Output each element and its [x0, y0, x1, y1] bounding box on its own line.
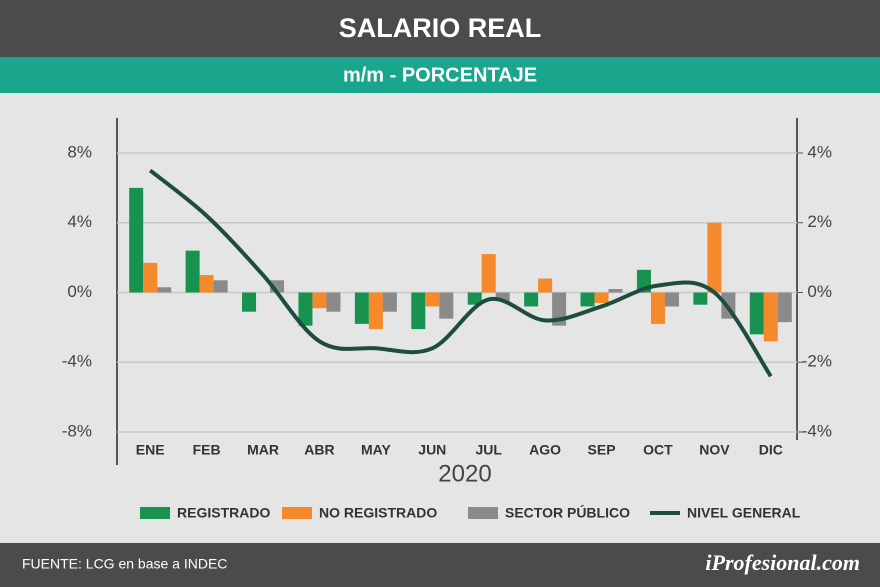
bar	[312, 292, 327, 309]
y-tick-label: 4%	[67, 212, 92, 231]
x-tick-label: JUL	[475, 442, 502, 458]
y2-tick-label: 2%	[807, 212, 832, 231]
bar	[411, 292, 426, 330]
x-tick-label: DIC	[759, 442, 783, 458]
bar	[199, 275, 214, 293]
x-tick-label: MAR	[247, 442, 279, 458]
x-tick-label: AGO	[529, 442, 561, 458]
subtitle-bar	[0, 57, 880, 93]
bar	[650, 292, 665, 324]
x-tick-label: JUN	[418, 442, 446, 458]
chart-title: SALARIO REAL	[339, 13, 542, 43]
y2-tick-label: -4%	[802, 421, 832, 440]
legend-label: NO REGISTRADO	[319, 505, 437, 521]
bar	[326, 292, 341, 312]
x-tick-label: OCT	[643, 442, 673, 458]
bar	[157, 287, 172, 293]
bar	[524, 292, 539, 307]
footer-bar	[0, 543, 880, 587]
y2-tick-label: -2%	[802, 352, 832, 371]
bar	[354, 292, 369, 324]
line	[148, 168, 773, 378]
chart-subtitle: m/m - PORCENTAJE	[343, 64, 537, 86]
bar	[425, 292, 440, 307]
bar	[467, 292, 482, 305]
y-tick-label: -8%	[62, 421, 92, 440]
bar	[213, 280, 228, 293]
y-tick-label: -4%	[62, 352, 92, 371]
legend-label: SECTOR PÚBLICO	[505, 504, 630, 521]
legend-swatch	[468, 507, 498, 519]
title-bar	[0, 0, 880, 57]
bar	[594, 292, 609, 303]
bar	[693, 292, 708, 305]
legend-swatch	[140, 507, 170, 519]
y-tick-label: 0%	[67, 282, 92, 301]
bar	[538, 278, 553, 293]
x-tick-label: FEB	[193, 442, 221, 458]
bar	[664, 292, 679, 307]
bar	[481, 254, 496, 293]
bar	[608, 289, 623, 293]
x-axis-label: 2020	[438, 460, 491, 487]
bar	[749, 292, 764, 335]
bar	[439, 292, 454, 319]
bar	[777, 292, 792, 323]
bar	[242, 292, 257, 312]
x-tick-label: NOV	[699, 442, 730, 458]
bar	[580, 292, 595, 307]
x-tick-label: ENE	[136, 442, 165, 458]
y2-tick-label: 4%	[807, 142, 832, 161]
bar	[298, 292, 313, 326]
bar	[495, 292, 510, 302]
bar	[185, 250, 200, 293]
bar	[707, 222, 722, 293]
brand: iProfesional.com	[705, 550, 860, 575]
source: FUENTE: LCG en base a INDEC	[22, 556, 227, 572]
legend-label: NIVEL GENERAL	[687, 505, 801, 521]
bar	[382, 292, 397, 312]
x-tick-label: ABR	[304, 442, 334, 458]
x-tick-label: SEP	[588, 442, 616, 458]
y-tick-label: 8%	[67, 142, 92, 161]
bar	[129, 187, 144, 293]
legend-label: REGISTRADO	[177, 505, 270, 521]
bar	[368, 292, 383, 330]
bar	[763, 292, 778, 342]
x-tick-label: MAY	[361, 442, 391, 458]
y2-tick-label: 0%	[807, 282, 832, 301]
legend-swatch	[282, 507, 312, 519]
bar	[143, 262, 158, 293]
